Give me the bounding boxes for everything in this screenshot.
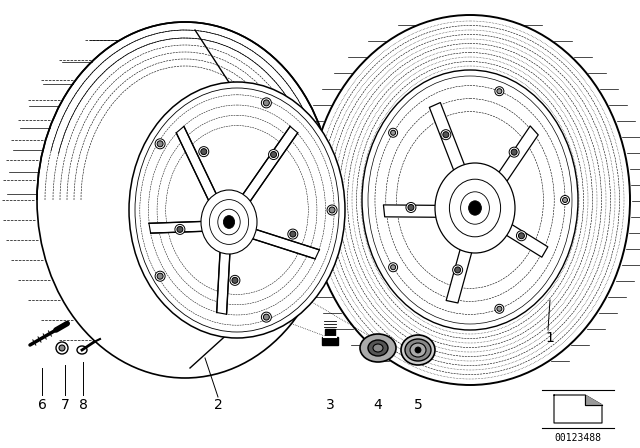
Ellipse shape — [261, 312, 271, 322]
Bar — [322, 337, 338, 345]
Text: 00123488: 00123488 — [554, 433, 602, 443]
Ellipse shape — [288, 229, 298, 239]
Polygon shape — [429, 103, 468, 181]
Ellipse shape — [401, 335, 435, 365]
Polygon shape — [446, 238, 475, 303]
Ellipse shape — [155, 139, 165, 149]
Ellipse shape — [232, 277, 238, 283]
Ellipse shape — [264, 100, 269, 106]
Ellipse shape — [175, 224, 185, 234]
Ellipse shape — [563, 198, 568, 202]
Ellipse shape — [157, 273, 163, 279]
Ellipse shape — [443, 132, 449, 138]
Ellipse shape — [157, 141, 163, 147]
Ellipse shape — [56, 342, 68, 354]
Polygon shape — [217, 245, 230, 314]
Ellipse shape — [497, 306, 502, 311]
Ellipse shape — [327, 205, 337, 215]
Polygon shape — [246, 228, 319, 259]
Bar — [325, 329, 335, 337]
Ellipse shape — [290, 231, 296, 237]
Ellipse shape — [388, 128, 397, 137]
Ellipse shape — [415, 347, 421, 353]
Ellipse shape — [271, 151, 276, 158]
Ellipse shape — [177, 226, 183, 233]
Ellipse shape — [368, 340, 388, 356]
Text: 7: 7 — [61, 398, 69, 412]
Ellipse shape — [129, 82, 345, 338]
Ellipse shape — [155, 271, 165, 281]
Ellipse shape — [495, 87, 504, 96]
Ellipse shape — [435, 163, 515, 253]
Ellipse shape — [329, 207, 335, 213]
Ellipse shape — [410, 343, 426, 357]
Ellipse shape — [201, 149, 207, 155]
Text: 5: 5 — [413, 398, 422, 412]
Ellipse shape — [261, 98, 271, 108]
Text: 6: 6 — [38, 398, 47, 412]
Ellipse shape — [360, 334, 396, 362]
Ellipse shape — [441, 129, 451, 140]
Ellipse shape — [408, 204, 414, 211]
Polygon shape — [149, 221, 209, 233]
Ellipse shape — [388, 263, 397, 272]
Ellipse shape — [390, 130, 396, 135]
Ellipse shape — [77, 346, 87, 354]
Text: 4: 4 — [374, 398, 382, 412]
Ellipse shape — [509, 147, 519, 157]
Polygon shape — [383, 205, 447, 217]
Ellipse shape — [390, 265, 396, 270]
Ellipse shape — [511, 149, 517, 155]
Ellipse shape — [199, 146, 209, 157]
Text: 1: 1 — [545, 331, 554, 345]
Ellipse shape — [468, 201, 481, 215]
Ellipse shape — [495, 304, 504, 313]
Ellipse shape — [497, 89, 502, 94]
Ellipse shape — [223, 215, 235, 228]
Ellipse shape — [230, 276, 240, 285]
Ellipse shape — [362, 70, 578, 330]
Text: 2: 2 — [214, 398, 222, 412]
Ellipse shape — [201, 190, 257, 254]
Polygon shape — [585, 395, 602, 405]
Ellipse shape — [561, 195, 570, 204]
Ellipse shape — [452, 265, 463, 275]
Ellipse shape — [264, 314, 269, 320]
Polygon shape — [492, 126, 538, 191]
Ellipse shape — [373, 344, 383, 352]
Ellipse shape — [454, 267, 461, 273]
Ellipse shape — [405, 339, 431, 361]
Polygon shape — [497, 219, 548, 257]
Text: 3: 3 — [326, 398, 334, 412]
Polygon shape — [239, 126, 298, 207]
Polygon shape — [554, 395, 602, 423]
Ellipse shape — [406, 202, 416, 212]
Ellipse shape — [518, 233, 524, 239]
Ellipse shape — [516, 231, 527, 241]
Ellipse shape — [269, 150, 278, 159]
Polygon shape — [176, 126, 220, 207]
Text: 8: 8 — [79, 398, 88, 412]
Ellipse shape — [59, 345, 65, 351]
